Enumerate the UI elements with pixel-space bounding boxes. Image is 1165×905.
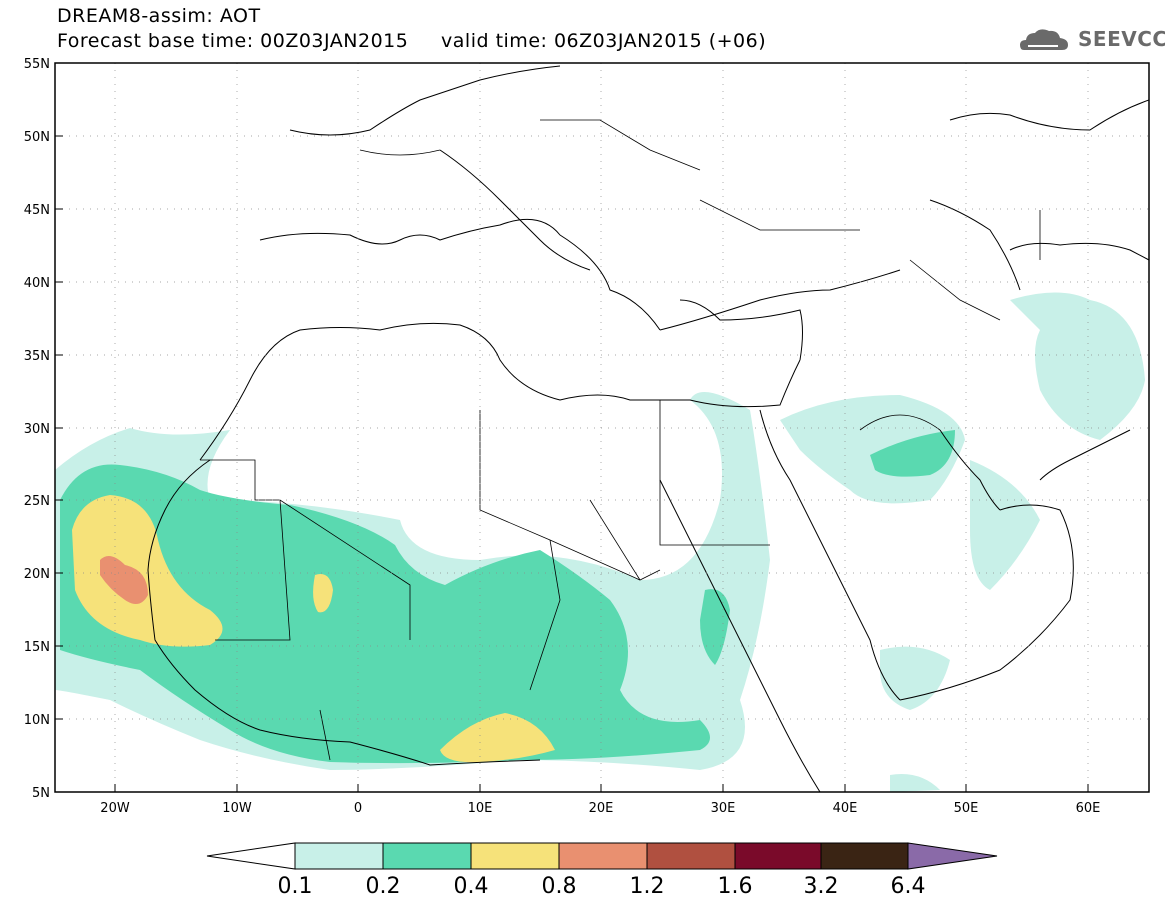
lat-label: 5N xyxy=(32,786,50,801)
colorbar-segment xyxy=(470,842,560,870)
colorbar-label: 3.2 xyxy=(804,874,839,899)
lat-label: 30N xyxy=(24,422,50,437)
lon-label: 10W xyxy=(222,801,252,816)
colorbar-high-arrow xyxy=(907,842,998,870)
colorbar-label: 0.1 xyxy=(278,874,313,899)
lon-label: 20E xyxy=(589,801,614,816)
colorbar-segment xyxy=(646,842,736,870)
lon-label: 40E xyxy=(833,801,858,816)
lat-label: 10N xyxy=(24,713,50,728)
cloud-logo-icon xyxy=(1020,29,1068,50)
colorbar-segment xyxy=(382,842,472,870)
colorbar-segment xyxy=(558,842,648,870)
logo-text: SEEVCCC xyxy=(1078,27,1165,51)
lon-label: 10E xyxy=(468,801,493,816)
colorbar-segment xyxy=(820,842,909,870)
colorbar-label: 1.6 xyxy=(718,874,753,899)
lat-label: 40N xyxy=(24,276,50,291)
lat-label: 20N xyxy=(24,567,50,582)
colorbar-label: 1.2 xyxy=(630,874,665,899)
lat-label: 15N xyxy=(24,640,50,655)
colorbar-low-arrow xyxy=(206,842,296,870)
longitude-labels: 20W 10W 0 10E 20E 30E 40E 50E 60E xyxy=(100,801,1100,816)
title-line-2: Forecast base time: 00Z03JAN2015 valid t… xyxy=(57,30,767,52)
lon-label: 0 xyxy=(354,801,362,816)
aot-level-0.2 xyxy=(60,430,955,764)
aot-level-0.4 xyxy=(72,495,555,763)
lat-label: 35N xyxy=(24,349,50,364)
colorbar-label: 0.4 xyxy=(454,874,489,899)
colorbar-segment xyxy=(734,842,822,870)
axis-ticks xyxy=(55,135,1089,792)
graticule xyxy=(55,63,1149,792)
latitude-labels: 5N 10N 15N 20N 25N 30N 35N 40N 45N 50N 5… xyxy=(24,57,50,801)
lat-label: 50N xyxy=(24,130,50,145)
title-line-1: DREAM8-assim: AOT xyxy=(57,5,261,27)
lat-label: 55N xyxy=(24,57,50,72)
coastlines xyxy=(147,65,1149,792)
colorbar-label: 0.8 xyxy=(542,874,577,899)
colorbar-label: 6.4 xyxy=(891,874,926,899)
lat-label: 25N xyxy=(24,494,50,509)
lon-label: 20W xyxy=(100,801,130,816)
aot-level-0.8 xyxy=(100,556,148,604)
lon-label: 30E xyxy=(711,801,736,816)
colorbar: 0.1 0.2 0.4 0.8 1.2 1.6 3.2 6.4 xyxy=(206,842,998,899)
lon-label: 50E xyxy=(954,801,979,816)
lat-label: 45N xyxy=(24,203,50,218)
lon-label: 60E xyxy=(1076,801,1101,816)
colorbar-label: 0.2 xyxy=(366,874,401,899)
colorbar-segment xyxy=(294,842,384,870)
